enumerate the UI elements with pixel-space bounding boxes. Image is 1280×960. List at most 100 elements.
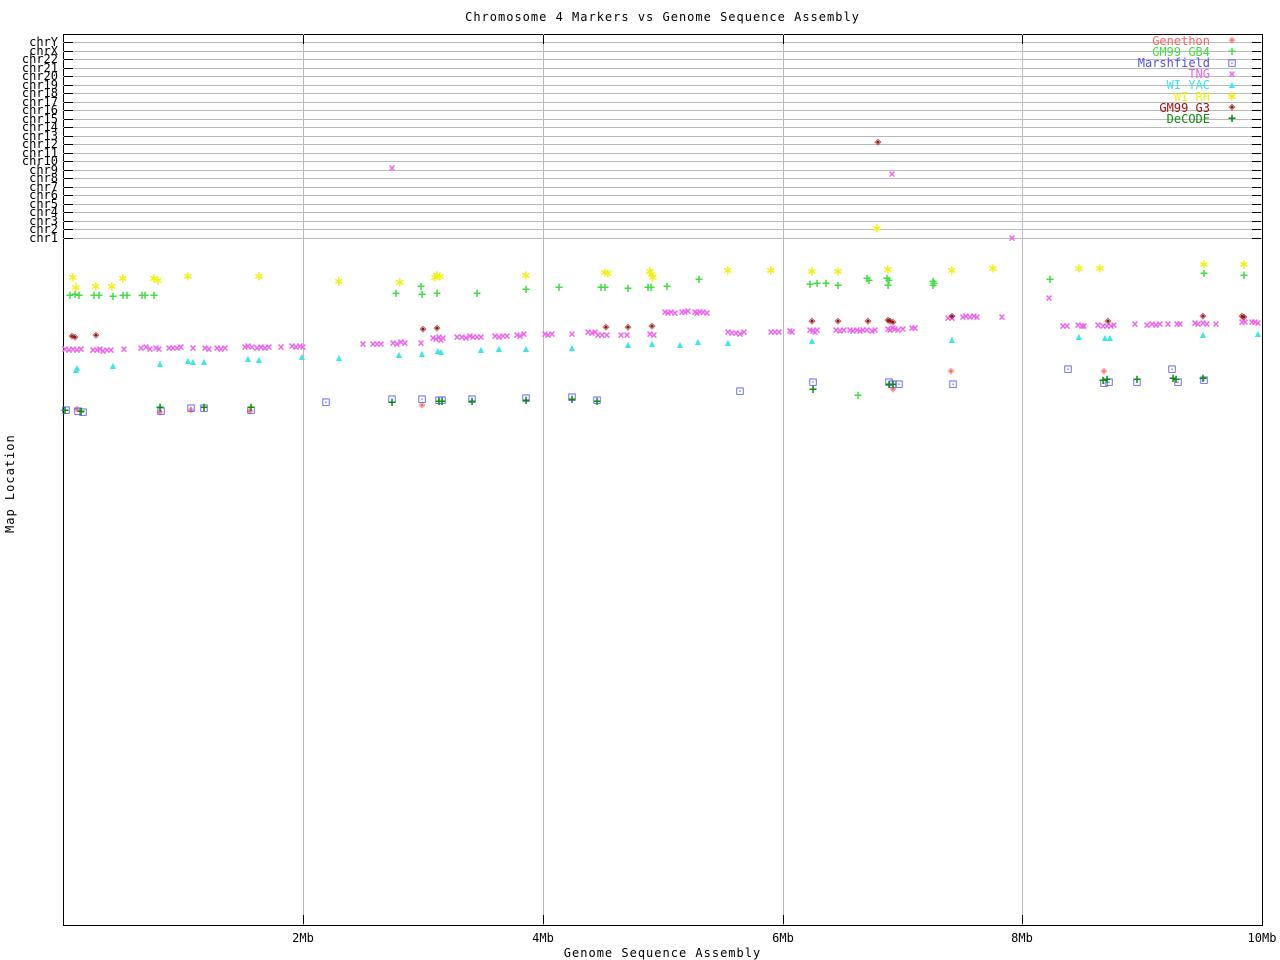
wirh-data-point: ∗ (1073, 261, 1085, 277)
tng-data-point: × (1152, 318, 1160, 332)
decode-data-point: + (61, 403, 69, 419)
wiyac-data-point: ▲ (1101, 333, 1109, 342)
y-tick-left (64, 178, 73, 179)
gm99gb4-data-point: + (601, 280, 609, 296)
tng-data-point: × (908, 321, 916, 335)
y-gridline (63, 76, 1262, 77)
x-tick-label: 4Mb (532, 931, 554, 945)
y-tick-right (1252, 127, 1261, 128)
gm99g3-data-point: ◈ (1240, 312, 1248, 323)
tng-data-point: × (96, 342, 104, 356)
tng-data-point: × (740, 325, 748, 339)
tng-data-point: × (277, 340, 285, 354)
tng-data-point: × (261, 341, 269, 355)
legend-marker-wirh-icon: ∗ (1226, 89, 1238, 105)
marshfield-data-point: ⊡ (592, 393, 602, 407)
tng-data-point: × (691, 305, 699, 319)
gm99gb4-data-point: + (138, 288, 146, 304)
tng-data-point: × (588, 326, 596, 340)
tng-data-point: × (806, 323, 814, 337)
y-gridline (63, 59, 1262, 60)
decode-data-point: + (247, 400, 255, 416)
legend-marker-genethon-icon: ◈ (1228, 35, 1236, 46)
y-tick-label: chr22 (21, 52, 58, 66)
y-tick-right (1252, 221, 1261, 222)
wiyac-data-point: ▲ (694, 337, 702, 346)
tng-data-point: × (699, 305, 707, 319)
gm99gb4-data-point: + (522, 282, 530, 298)
y-tick-label: chrY (29, 35, 58, 49)
wirh-data-point: ∗ (832, 264, 844, 280)
y-tick-left (64, 212, 73, 213)
tng-data-point: × (962, 309, 970, 323)
gm99gb4-data-point: + (555, 280, 563, 296)
wirh-data-point: ∗ (644, 264, 656, 280)
tng-data-point: × (1063, 319, 1071, 333)
tng-data-point: × (169, 341, 177, 355)
tng-data-point: × (142, 340, 150, 354)
legend-label-marshfield: Marshfield (1137, 56, 1210, 70)
tng-data-point: × (491, 329, 499, 343)
y-tick-right (1252, 51, 1261, 52)
y-tick-label: chr20 (21, 69, 58, 83)
gm99g3-data-point: ◈ (1238, 311, 1246, 322)
tng-data-point: × (103, 343, 111, 357)
marshfield-data-point: ⊡ (417, 392, 427, 406)
tng-data-point: × (1094, 318, 1102, 332)
y-tick-right (1252, 204, 1261, 205)
decode-data-point: + (1099, 373, 1107, 389)
wiyac-data-point: ▲ (495, 344, 503, 353)
tng-data-point: × (89, 343, 97, 357)
tng-data-point: × (388, 161, 396, 175)
gm99gb4-data-point: + (392, 286, 400, 302)
marshfield-data-point: ⊡ (888, 377, 898, 391)
tng-data-point: × (137, 341, 145, 355)
marshfield-data-point: ⊡ (467, 392, 477, 406)
tng-data-point: × (439, 331, 447, 345)
y-tick-label: chr4 (29, 205, 58, 219)
tng-data-point: × (970, 309, 978, 323)
tng-data-point: × (1148, 317, 1156, 331)
tng-data-point: × (591, 325, 599, 339)
decode-data-point: + (1133, 372, 1141, 388)
x-tick-top (783, 35, 784, 44)
y-tick-left (64, 68, 73, 69)
genethon-data-point: ◈ (246, 406, 254, 417)
tng-data-point: × (568, 327, 576, 341)
wirh-data-point: ∗ (434, 269, 446, 285)
y-gridline (63, 221, 1262, 222)
wirh-data-point: ∗ (722, 263, 734, 279)
gm99g3-data-point: ◈ (68, 331, 76, 342)
marshfield-data-point: ⊡ (1099, 376, 1109, 390)
y-tick-label: chr6 (29, 188, 58, 202)
wirh-data-point: ∗ (429, 270, 441, 286)
wirh-data-point: ∗ (882, 262, 894, 278)
x-tick-label: 2Mb (292, 931, 314, 945)
x-gridline (543, 34, 544, 925)
y-tick-label: chr3 (29, 214, 58, 228)
y-tick-left (64, 144, 73, 145)
marshfield-data-point: ⊡ (567, 390, 577, 404)
tng-data-point: × (684, 304, 692, 318)
tng-data-point: × (846, 323, 854, 337)
tng-data-point: × (1194, 317, 1202, 331)
tng-data-point: × (253, 341, 261, 355)
wiyac-data-point: ▲ (948, 335, 956, 344)
y-gridline (63, 229, 1262, 230)
decode-data-point: + (435, 394, 443, 410)
tng-data-point: × (377, 337, 385, 351)
wirh-data-point: ∗ (602, 266, 614, 282)
x-tick-top (543, 35, 544, 44)
wiyac-data-point: ▲ (522, 344, 530, 353)
y-tick-right (1252, 119, 1261, 120)
tng-data-point: × (1074, 318, 1082, 332)
legend-label-wiyac: WI YAC (1166, 78, 1210, 92)
marshfield-data-point: ⊡ (199, 401, 209, 415)
y-gridline (63, 178, 1262, 179)
gm99gb4-data-point: + (75, 288, 83, 304)
decode-data-point: + (568, 392, 576, 408)
tng-data-point: × (435, 330, 443, 344)
tng-data-point: × (1059, 319, 1067, 333)
y-tick-label: chr16 (21, 103, 58, 117)
x-gridline (303, 34, 304, 925)
